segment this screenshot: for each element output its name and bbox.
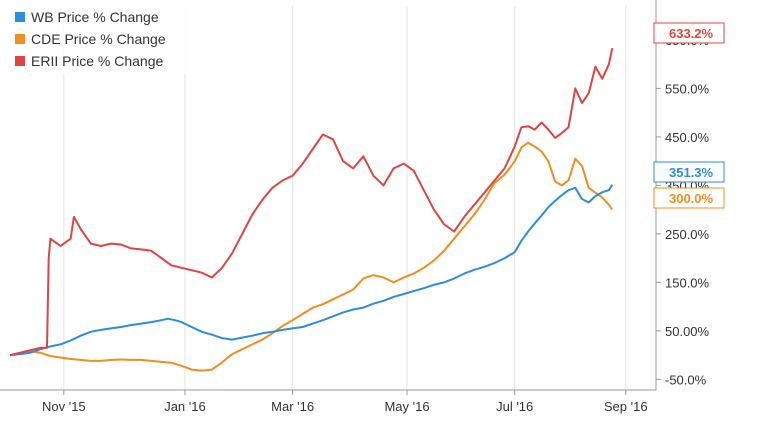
y-tick-label: 50.00% — [665, 324, 710, 339]
x-tick-label: Jul '16 — [496, 399, 533, 414]
series-layer — [9, 47, 614, 372]
y-tick-label: 150.0% — [665, 275, 710, 290]
x-tick-label: Mar '16 — [271, 399, 314, 414]
x-tick-label: May '16 — [384, 399, 429, 414]
series-line-wb — [9, 184, 614, 357]
y-tick-label: -50.0% — [665, 372, 707, 387]
end-label-text: 351.3% — [669, 165, 714, 180]
x-tick-label: Sep '16 — [604, 399, 648, 414]
legend-label: WB Price % Change — [31, 9, 159, 25]
legend: WB Price % Change CDE Price % Change ERII … — [10, 4, 210, 74]
end-value-label-wb: 351.3% — [653, 161, 725, 183]
end-label-text: 633.2% — [669, 26, 714, 41]
end-value-label-cde: 300.0% — [653, 187, 725, 209]
y-tick-label: 550.0% — [665, 81, 710, 96]
legend-label: ERII Price % Change — [31, 53, 163, 69]
end-labels: 351.3% 300.0% 633.2% — [653, 22, 725, 209]
legend-swatch — [15, 56, 25, 66]
x-tick-label: Nov '15 — [42, 399, 86, 414]
end-label-box — [653, 22, 725, 44]
y-tick-label: 450.0% — [665, 130, 710, 145]
y-tick-label: 250.0% — [665, 227, 710, 242]
end-value-label-erii: 633.2% — [653, 22, 725, 44]
series-line-cde — [9, 141, 614, 372]
end-label-box — [653, 161, 725, 183]
legend-swatch — [15, 34, 25, 44]
series-line-erii — [9, 47, 614, 357]
legend-background — [10, 4, 210, 74]
end-label-text: 300.0% — [669, 191, 714, 206]
x-tick-label: Jan '16 — [164, 399, 206, 414]
legend-label: CDE Price % Change — [31, 31, 166, 47]
legend-swatch — [15, 12, 25, 22]
end-label-box — [653, 187, 725, 209]
